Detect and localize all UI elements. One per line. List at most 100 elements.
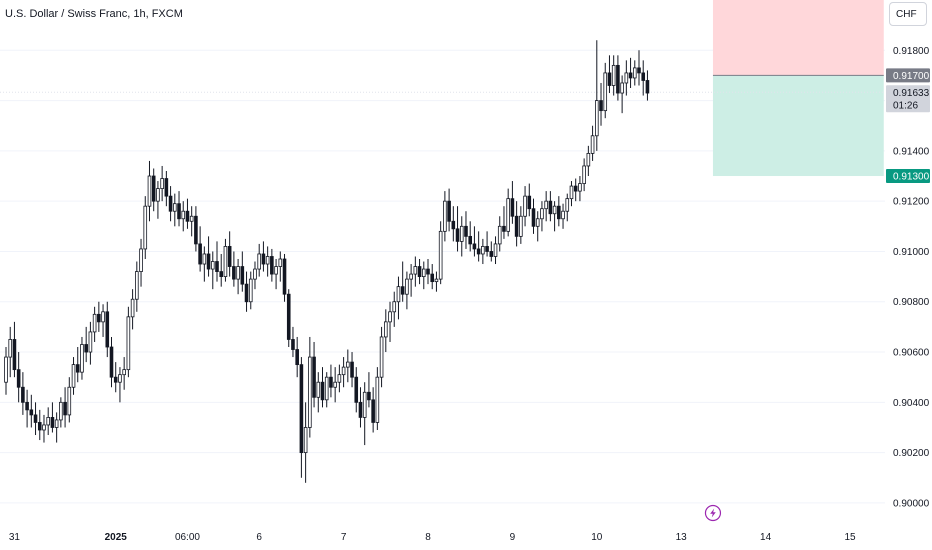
price-axis[interactable]: 0.918000.916000.914000.912000.910000.908… bbox=[893, 46, 930, 510]
candle[interactable] bbox=[506, 188, 510, 237]
candle[interactable] bbox=[409, 264, 413, 297]
candle[interactable] bbox=[544, 191, 548, 222]
candle[interactable] bbox=[443, 191, 447, 242]
candle[interactable] bbox=[468, 221, 472, 252]
candle[interactable] bbox=[291, 326, 295, 358]
candle[interactable] bbox=[329, 364, 333, 398]
candle[interactable] bbox=[29, 394, 34, 428]
candle[interactable] bbox=[341, 357, 346, 388]
candle[interactable] bbox=[624, 60, 629, 96]
candle[interactable] bbox=[105, 301, 110, 358]
candle[interactable] bbox=[611, 55, 616, 96]
candle[interactable] bbox=[223, 238, 228, 282]
candle[interactable] bbox=[350, 352, 354, 388]
candle[interactable] bbox=[177, 191, 181, 227]
candle[interactable] bbox=[172, 193, 177, 227]
candle[interactable] bbox=[219, 253, 224, 287]
candle[interactable] bbox=[244, 271, 249, 312]
candle[interactable] bbox=[632, 60, 637, 86]
candle[interactable] bbox=[67, 377, 72, 423]
candle[interactable] bbox=[139, 238, 143, 287]
candle[interactable] bbox=[143, 196, 148, 259]
candle[interactable] bbox=[561, 203, 565, 229]
candle[interactable] bbox=[595, 40, 599, 151]
candle[interactable] bbox=[59, 397, 63, 428]
candle[interactable] bbox=[316, 372, 321, 413]
lightning-bolt-icon[interactable] bbox=[704, 504, 722, 522]
candle[interactable] bbox=[324, 372, 329, 408]
candle[interactable] bbox=[400, 261, 405, 302]
candle[interactable] bbox=[54, 412, 59, 443]
candle[interactable] bbox=[92, 306, 97, 342]
candle[interactable] bbox=[198, 226, 202, 272]
candle[interactable] bbox=[527, 183, 532, 217]
candle[interactable] bbox=[50, 402, 55, 433]
candle[interactable] bbox=[25, 389, 29, 428]
candle[interactable] bbox=[493, 236, 498, 265]
candle[interactable] bbox=[388, 301, 392, 342]
candle[interactable] bbox=[42, 414, 46, 443]
candle[interactable] bbox=[135, 261, 139, 312]
candle[interactable] bbox=[590, 125, 595, 161]
candle[interactable] bbox=[519, 206, 523, 244]
long-position-tool[interactable] bbox=[712, 0, 884, 177]
candle[interactable] bbox=[261, 241, 266, 272]
time-axis[interactable]: 31 2025 06:00 6 7 8 9 10 13 14 15 bbox=[9, 532, 856, 543]
candle[interactable] bbox=[257, 243, 261, 277]
candle[interactable] bbox=[88, 321, 93, 365]
candle[interactable] bbox=[396, 276, 401, 320]
candle[interactable] bbox=[227, 231, 232, 277]
candle[interactable] bbox=[447, 188, 451, 232]
candle[interactable] bbox=[481, 238, 485, 265]
candle[interactable] bbox=[607, 55, 612, 94]
candle[interactable] bbox=[586, 145, 591, 177]
candle[interactable] bbox=[565, 193, 570, 222]
candle[interactable] bbox=[189, 206, 194, 237]
candle[interactable] bbox=[248, 271, 253, 310]
candle[interactable] bbox=[337, 364, 342, 393]
candle[interactable] bbox=[37, 409, 42, 441]
candle[interactable] bbox=[109, 336, 114, 388]
candle[interactable] bbox=[379, 326, 384, 388]
candle[interactable] bbox=[80, 336, 84, 380]
candle[interactable] bbox=[375, 367, 380, 430]
candle[interactable] bbox=[12, 321, 17, 378]
candle[interactable] bbox=[426, 259, 430, 285]
candle[interactable] bbox=[4, 347, 8, 395]
candle[interactable] bbox=[84, 326, 88, 363]
candle[interactable] bbox=[71, 357, 76, 395]
candle[interactable] bbox=[430, 264, 435, 290]
candle[interactable] bbox=[164, 170, 169, 207]
candle[interactable] bbox=[130, 289, 135, 330]
candle[interactable] bbox=[206, 236, 211, 277]
candle[interactable] bbox=[122, 357, 126, 390]
candle[interactable] bbox=[616, 55, 620, 101]
currency-button[interactable]: CHF bbox=[889, 2, 927, 26]
candle[interactable] bbox=[502, 206, 506, 239]
stop-loss-zone[interactable] bbox=[712, 0, 884, 76]
candle[interactable] bbox=[523, 186, 527, 227]
candle[interactable] bbox=[552, 201, 557, 232]
candle[interactable] bbox=[160, 165, 164, 202]
candle[interactable] bbox=[459, 216, 464, 257]
candle[interactable] bbox=[535, 211, 540, 242]
candle[interactable] bbox=[548, 191, 553, 222]
candle[interactable] bbox=[118, 367, 122, 403]
candle[interactable] bbox=[46, 407, 50, 436]
candle[interactable] bbox=[168, 186, 173, 222]
candle[interactable] bbox=[346, 349, 350, 383]
candle[interactable] bbox=[278, 251, 283, 282]
candle[interactable] bbox=[367, 372, 371, 408]
candle[interactable] bbox=[210, 251, 215, 290]
candle[interactable] bbox=[75, 347, 80, 383]
take-profit-zone[interactable] bbox=[712, 75, 884, 177]
candle[interactable] bbox=[645, 70, 650, 101]
candle[interactable] bbox=[181, 201, 186, 232]
candle[interactable] bbox=[472, 226, 477, 257]
candle[interactable] bbox=[514, 201, 519, 247]
candle[interactable] bbox=[97, 301, 101, 332]
candle[interactable] bbox=[282, 253, 287, 302]
candle[interactable] bbox=[274, 259, 278, 290]
candle[interactable] bbox=[464, 211, 468, 249]
